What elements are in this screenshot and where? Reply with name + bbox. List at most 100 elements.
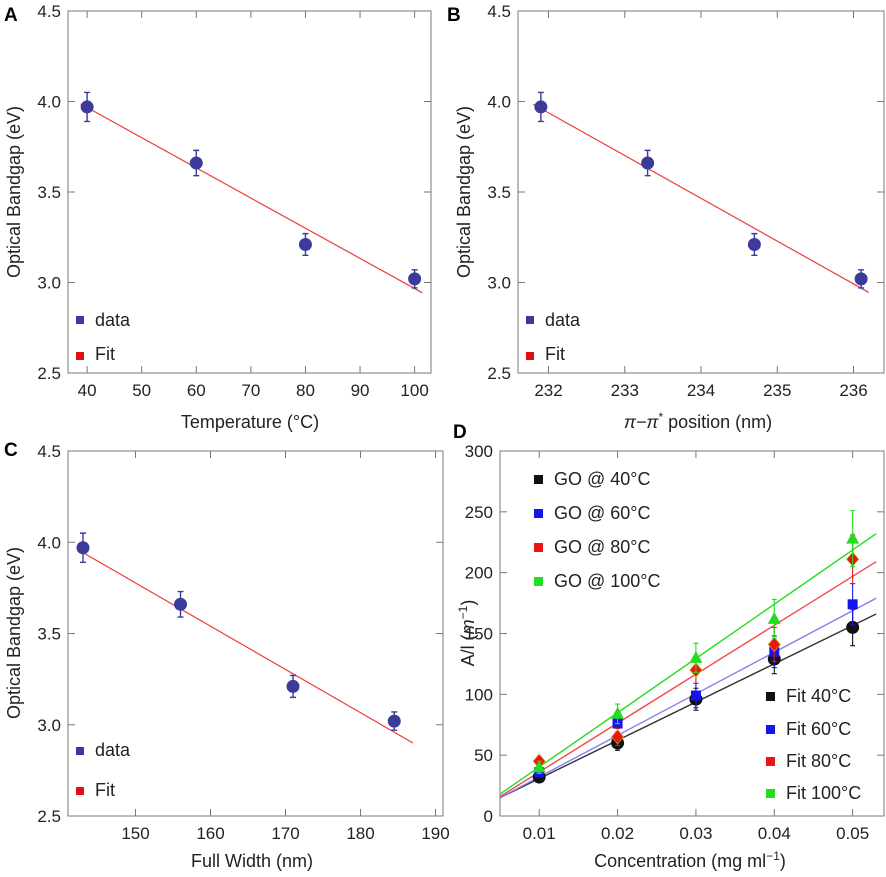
panel-a-fit [80, 103, 423, 294]
panel-c-data-point [76, 541, 90, 555]
panel-b-ytick-label: 4.0 [487, 93, 511, 112]
fit-line-80 [499, 561, 877, 798]
panel-letter-c: C [4, 440, 18, 461]
panel-b-xtick-label: 235 [763, 381, 791, 400]
panel-b-legend-fit-marker [526, 352, 534, 360]
fit-line-40 [499, 613, 877, 799]
legend-fit60-marker [766, 725, 775, 734]
panel-c-xtick-label: 190 [421, 824, 449, 843]
panel-b: 232 233 234 235 236 2.5 3.0 3.5 4.0 4.5 π−π* posi… [454, 2, 885, 432]
panel-letter-d: D [453, 422, 467, 443]
legend-go80-label: GO @ 80°C [554, 537, 651, 557]
panel-d-fits [499, 533, 877, 799]
panel-d-ytick-label: 50 [474, 746, 493, 765]
legend-fit40-label: Fit 40°C [786, 686, 851, 706]
panel-b-xtick-label: 233 [611, 381, 639, 400]
legend-fit100-label: Fit 100°C [786, 783, 861, 803]
legend-fit80-marker [766, 757, 775, 766]
panel-a-ticks: 40 50 60 70 80 90 100 2.5 3.0 3.5 4.0 4.5 [37, 2, 431, 400]
panel-c-xtick-label: 170 [271, 824, 299, 843]
panel-a-xtick-label: 80 [296, 381, 315, 400]
panel-b-ytick-label: 3.5 [487, 183, 511, 202]
panel-b-data-point [641, 156, 655, 170]
legend-fit80-label: Fit 80°C [786, 751, 851, 771]
series-100-point [689, 650, 703, 663]
panel-d-ytick-label: 300 [465, 442, 493, 461]
panel-a-xlabel: Temperature (°C) [181, 412, 319, 432]
panel-c-xlabel: Full Width (nm) [191, 851, 313, 871]
panel-c-data-point [286, 679, 300, 693]
panel-c-fit [78, 549, 414, 744]
panel-b-ytick-label: 4.5 [487, 2, 511, 21]
panel-c-xtick-label: 150 [121, 824, 149, 843]
panel-b-xtick-label: 234 [687, 381, 715, 400]
panel-a-legend-data-label: data [95, 310, 131, 330]
legend-go60-marker [534, 509, 543, 518]
panel-a: 40 50 60 70 80 90 100 2.5 3.0 3.5 4.0 4.5 Temperatu… [4, 2, 432, 432]
panel-a-xtick-label: 90 [351, 381, 370, 400]
panel-a-ytick-label: 3.5 [37, 183, 61, 202]
panel-d-ytick-label: 250 [465, 503, 493, 522]
panel-b-points [534, 91, 868, 289]
legend-go80-marker [534, 543, 543, 552]
panel-b-legend-data-marker [526, 316, 534, 324]
series-60-point [847, 599, 858, 610]
legend-fit100-marker [766, 789, 775, 798]
panel-c-ytick-label: 2.5 [37, 807, 61, 826]
panel-c-xtick-label: 160 [196, 824, 224, 843]
panel-a-ytick-label: 3.0 [37, 274, 61, 293]
panel-a-xtick-label: 40 [78, 381, 97, 400]
panel-d-ytick-label: 0 [484, 807, 493, 826]
panel-b-ytick-label: 2.5 [487, 364, 511, 383]
panel-c-ticks: 150 160 170 180 190 2.5 3.0 3.5 4.0 4.5 [37, 442, 449, 843]
panel-a-xtick-label: 70 [241, 381, 260, 400]
panel-d-points [532, 510, 860, 784]
series-60-point [690, 690, 701, 701]
panel-c-legend-fit-marker [76, 787, 84, 795]
series-100-point [611, 706, 625, 719]
panel-d-ytick-label: 100 [465, 685, 493, 704]
panel-c-ylabel: Optical Bandgap (eV) [4, 547, 24, 719]
panel-a-data-point [80, 100, 94, 114]
legend-go40-marker [534, 475, 543, 484]
panel-a-data-point [189, 156, 203, 170]
panel-b-xlabel: π−π* position (nm) [624, 410, 772, 432]
panel-c-data-point [174, 597, 187, 611]
panel-b-legend-fit-label: Fit [545, 344, 565, 364]
panel-b-ticks: 232 233 234 235 236 2.5 3.0 3.5 4.0 4.5 [487, 2, 884, 400]
panel-d-ticks: 0.01 0.02 0.03 0.04 0.05 0 50 100 150 200 250 300 [465, 442, 884, 843]
panel-b-xtick-label: 232 [534, 381, 562, 400]
panel-c-frame [67, 450, 444, 817]
panel-c: 150 160 170 180 190 2.5 3.0 3.5 4.0 4.5 Full Widt… [4, 442, 450, 871]
panel-a-data-point [298, 237, 312, 251]
panel-a-xtick-label: 100 [400, 381, 428, 400]
panel-d-ytick-label: 150 [465, 625, 493, 644]
panel-c-ytick-label: 3.0 [37, 716, 61, 735]
panel-d-ytick-label: 200 [465, 564, 493, 583]
panel-a-ytick-label: 4.0 [37, 93, 61, 112]
panel-d-xtick-label: 0.03 [679, 824, 712, 843]
panel-a-legend-fit-label: Fit [95, 344, 115, 364]
panel-b-data-point [747, 237, 761, 251]
legend-go40-label: GO @ 40°C [554, 469, 651, 489]
panel-d-xtick-label: 0.01 [523, 824, 556, 843]
panel-a-ytick-label: 4.5 [37, 2, 61, 21]
panel-d-xtick-label: 0.05 [836, 824, 869, 843]
panel-a-xtick-label: 60 [187, 381, 206, 400]
panel-c-fit-line [78, 549, 414, 744]
panel-a-ylabel: Optical Bandgap (eV) [4, 106, 24, 278]
panel-c-points [76, 532, 401, 731]
legend-go100-marker [534, 577, 543, 586]
panel-a-legend-data-marker [76, 316, 84, 324]
panel-b-ylabel: Optical Bandgap (eV) [454, 106, 474, 278]
panel-c-legend-data-label: data [95, 740, 131, 760]
panel-c-data-point [387, 714, 401, 728]
panel-letter-b: B [447, 5, 461, 26]
series-80-point [611, 729, 625, 745]
panel-b-ytick-label: 3.0 [487, 274, 511, 293]
series-100-point [532, 760, 546, 773]
panel-a-fit-line [80, 103, 423, 294]
panel-b-fit [532, 103, 870, 293]
panel-b-fit-line [532, 103, 870, 293]
